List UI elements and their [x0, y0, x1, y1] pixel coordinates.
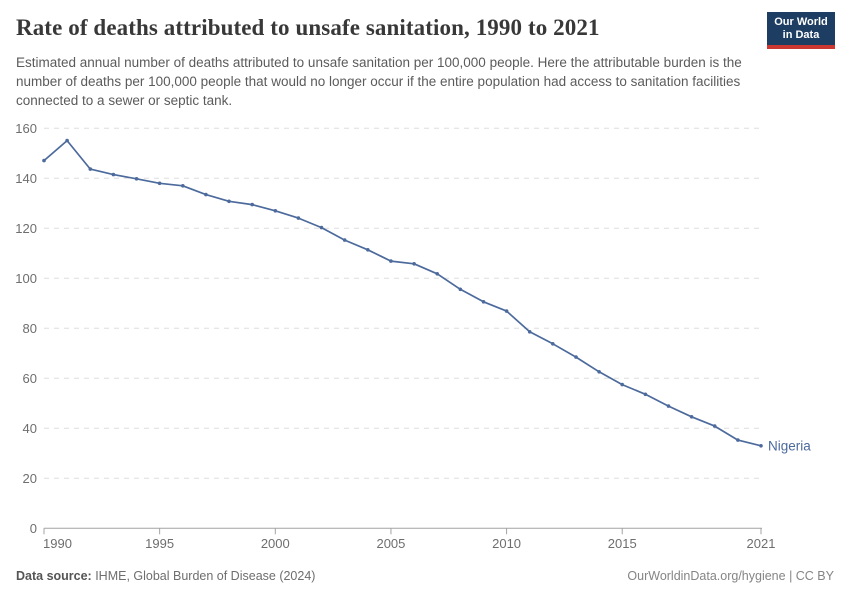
- y-axis-tick-label: 60: [23, 371, 37, 386]
- x-axis-tick-label: 2021: [747, 536, 776, 551]
- data-point: [250, 202, 254, 207]
- data-point: [227, 199, 231, 204]
- y-axis-tick-label: 80: [23, 321, 37, 336]
- data-point: [643, 392, 648, 397]
- x-axis-tick-label: 2010: [492, 536, 521, 551]
- data-point: [319, 225, 324, 230]
- owid-logo: Our World in Data: [767, 12, 835, 49]
- data-point: [412, 262, 416, 266]
- data-point: [111, 172, 116, 177]
- data-point: [620, 382, 624, 387]
- data-source: Data source: IHME, Global Burden of Dise…: [16, 569, 315, 583]
- data-point: [366, 248, 370, 252]
- data-source-label: Data source:: [16, 569, 92, 583]
- data-point: [689, 415, 694, 419]
- page-title: Rate of deaths attributed to unsafe sani…: [16, 15, 600, 40]
- x-axis-tick-label: 1995: [145, 536, 174, 551]
- y-axis-tick-label: 20: [23, 471, 37, 486]
- data-point: [736, 438, 740, 442]
- x-axis-tick-label: 2000: [261, 536, 290, 551]
- y-axis-tick-label: 40: [23, 421, 37, 436]
- data-point: [597, 370, 601, 374]
- x-axis-tick-label: 2005: [376, 536, 405, 551]
- data-point: [296, 216, 301, 220]
- series-end-label: Nigeria: [768, 438, 811, 453]
- license-credit: OurWorldinData.org/hygiene | CC BY: [627, 569, 834, 583]
- data-point: [504, 309, 509, 313]
- owid-logo-line1: Our World: [774, 15, 828, 28]
- x-axis-tick-label: 2015: [608, 536, 637, 551]
- data-point: [458, 287, 463, 292]
- y-axis-tick-label: 160: [15, 121, 37, 136]
- data-point: [666, 404, 671, 408]
- data-point: [435, 272, 440, 276]
- data-line-nigeria: [43, 139, 762, 447]
- data-point: [42, 158, 46, 163]
- data-source-value: IHME, Global Burden of Disease (2024): [91, 569, 316, 583]
- data-point: [88, 167, 93, 171]
- owid-logo-line2: in Data: [782, 28, 820, 41]
- data-point: [574, 355, 578, 359]
- data-point: [134, 177, 139, 181]
- data-point: [65, 138, 69, 143]
- data-point: [551, 342, 555, 346]
- data-point: [712, 424, 717, 428]
- data-point: [181, 184, 185, 188]
- data-point: [204, 192, 208, 197]
- line-chart: 0 20 40 60 80 100 120 140 160 1990 1995 2000 2005 201…: [15, 121, 811, 551]
- y-axis-tick-label: 140: [15, 171, 37, 186]
- chart-subtitle: Estimated annual number of deaths attrib…: [16, 55, 742, 108]
- data-point: [389, 259, 393, 263]
- x-axis-tick-label: 1990: [43, 536, 72, 551]
- y-axis-tick-label: 100: [15, 271, 37, 286]
- data-point: [342, 238, 347, 242]
- data-point: [481, 300, 486, 304]
- y-axis-tick-label: 120: [15, 221, 37, 236]
- data-point: [157, 181, 162, 186]
- chart-footer: Data source: IHME, Global Burden of Dise…: [16, 569, 834, 583]
- y-axis-tick-label: 0: [30, 521, 37, 536]
- data-point: [759, 444, 763, 448]
- data-point: [273, 209, 278, 213]
- data-point: [527, 330, 532, 334]
